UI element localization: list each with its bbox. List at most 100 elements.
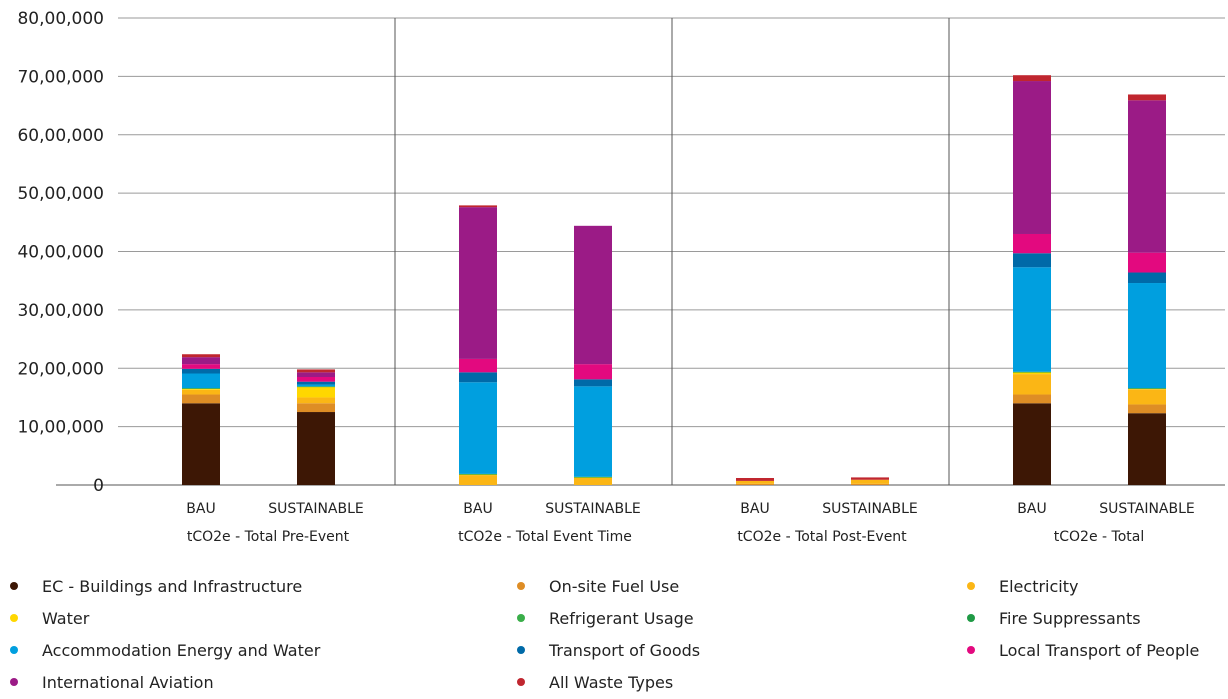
bar-segment [182, 388, 220, 389]
legend-item: Accommodation Energy and Water [10, 639, 320, 661]
legend-swatch [517, 614, 525, 622]
bar-segment [1013, 233, 1051, 254]
legend-label: Accommodation Energy and Water [42, 640, 321, 660]
bar-segment [1128, 252, 1166, 273]
legend-swatch [10, 614, 18, 622]
legend-label: International Aviation [42, 672, 214, 692]
legend-swatch [517, 678, 525, 686]
bar-segment [1128, 283, 1166, 389]
bar-segment [1013, 374, 1051, 395]
legend-swatch [967, 646, 975, 654]
bar-segment [1013, 371, 1051, 373]
bar-segment [182, 403, 220, 485]
bar-segment [574, 477, 612, 485]
bar-segment [851, 479, 889, 484]
legend-swatch [967, 614, 975, 622]
bar-segment [297, 386, 335, 388]
bar-segment [851, 477, 889, 480]
y-tick-label: 40,00,000 [17, 243, 104, 263]
legend: EC - Buildings and Infrastructure On-site… [0, 575, 1228, 699]
bar-segment [459, 474, 497, 475]
group-separators [394, 18, 950, 485]
y-tick-label: 60,00,000 [17, 126, 104, 146]
category-label: SUSTAINABLE [545, 501, 641, 517]
bar-segment [1013, 394, 1051, 404]
legend-label: Refrigerant Usage [549, 608, 694, 628]
y-tick-label: 20,00,000 [17, 359, 104, 379]
group-label: tCO2e - Total [1054, 529, 1144, 545]
legend-label: EC - Buildings and Infrastructure [42, 576, 303, 596]
bar-segment [297, 386, 335, 387]
bar-segment [1013, 372, 1051, 373]
bar-segment [459, 207, 497, 359]
bar-segment [574, 225, 612, 365]
category-label: BAU [186, 501, 215, 517]
category-label: BAU [740, 501, 769, 517]
bar-segment [1128, 413, 1166, 485]
bar-segment [297, 381, 335, 385]
legend-swatch [967, 582, 975, 590]
legend-label: Local Transport of People [999, 640, 1200, 660]
legend-item: EC - Buildings and Infrastructure [10, 575, 302, 597]
bar-segment [574, 476, 612, 478]
legend-item: International Aviation [10, 671, 214, 693]
legend-label: On-site Fuel Use [549, 576, 680, 596]
bar-segment [182, 364, 220, 369]
stacked-bar-chart: 0 10,00,000 20,00,000 30,00,000 40,00,000 50,… [17, 9, 1225, 545]
bar-segment [182, 388, 220, 389]
bar-segment [297, 377, 335, 382]
bar-segment [182, 354, 220, 358]
bar-segment [459, 475, 497, 485]
bar-segment [1013, 267, 1051, 372]
bar-segment [182, 357, 220, 365]
bar-segment [297, 403, 335, 413]
bar-segment [1128, 94, 1166, 101]
bar-segment [1013, 81, 1051, 234]
bar-segment [1128, 388, 1166, 389]
bar-segment [574, 477, 612, 478]
bar-segment [1128, 388, 1166, 389]
bar-segment [1013, 253, 1051, 268]
bar-segment [1128, 100, 1166, 253]
legend-swatch [517, 646, 525, 654]
legend-item: Transport of Goods [517, 639, 700, 661]
bar-segment [459, 382, 497, 474]
legend-swatch [517, 582, 525, 590]
bar-segment [1013, 75, 1051, 82]
legend-item: Electricity [967, 575, 1078, 597]
bar-segment [182, 388, 220, 390]
bar-segment [182, 373, 220, 389]
y-tick-label: 10,00,000 [17, 418, 104, 438]
group-label: tCO2e - Total Event Time [458, 529, 632, 545]
category-label: SUSTAINABLE [1099, 501, 1195, 517]
category-label: BAU [463, 501, 492, 517]
bar-segment [459, 372, 497, 383]
bar-segment [182, 394, 220, 404]
y-axis-ticks: 0 10,00,000 20,00,000 30,00,000 40,00,000 50,… [17, 9, 104, 496]
bar-segment [736, 477, 774, 481]
y-tick-label: 0 [93, 476, 104, 496]
y-tick-label: 50,00,000 [17, 184, 104, 204]
legend-item: Fire Suppressants [967, 607, 1141, 629]
bar-segment [736, 483, 774, 485]
legend-swatch [10, 582, 18, 590]
legend-item: On-site Fuel Use [517, 575, 679, 597]
bar-segment [574, 364, 612, 380]
bar-segment [736, 480, 774, 484]
bar-segment [297, 386, 335, 398]
legend-item: Local Transport of People [967, 639, 1199, 661]
bar-segment [1128, 389, 1166, 405]
group-label: tCO2e - Total Pre-Event [187, 529, 350, 545]
legend-label: Transport of Goods [549, 640, 701, 660]
legend-label: Fire Suppressants [999, 608, 1141, 628]
bar-segment [1128, 272, 1166, 284]
legend-label: All Waste Types [549, 672, 674, 692]
bar-segment [574, 379, 612, 387]
bar-segment [297, 384, 335, 387]
bar-segment [297, 412, 335, 485]
legend-item: Water [10, 607, 89, 629]
bar-segment [851, 483, 889, 485]
bar-segment [182, 389, 220, 395]
bar-segment [297, 369, 335, 373]
legend-label: Water [42, 608, 90, 628]
